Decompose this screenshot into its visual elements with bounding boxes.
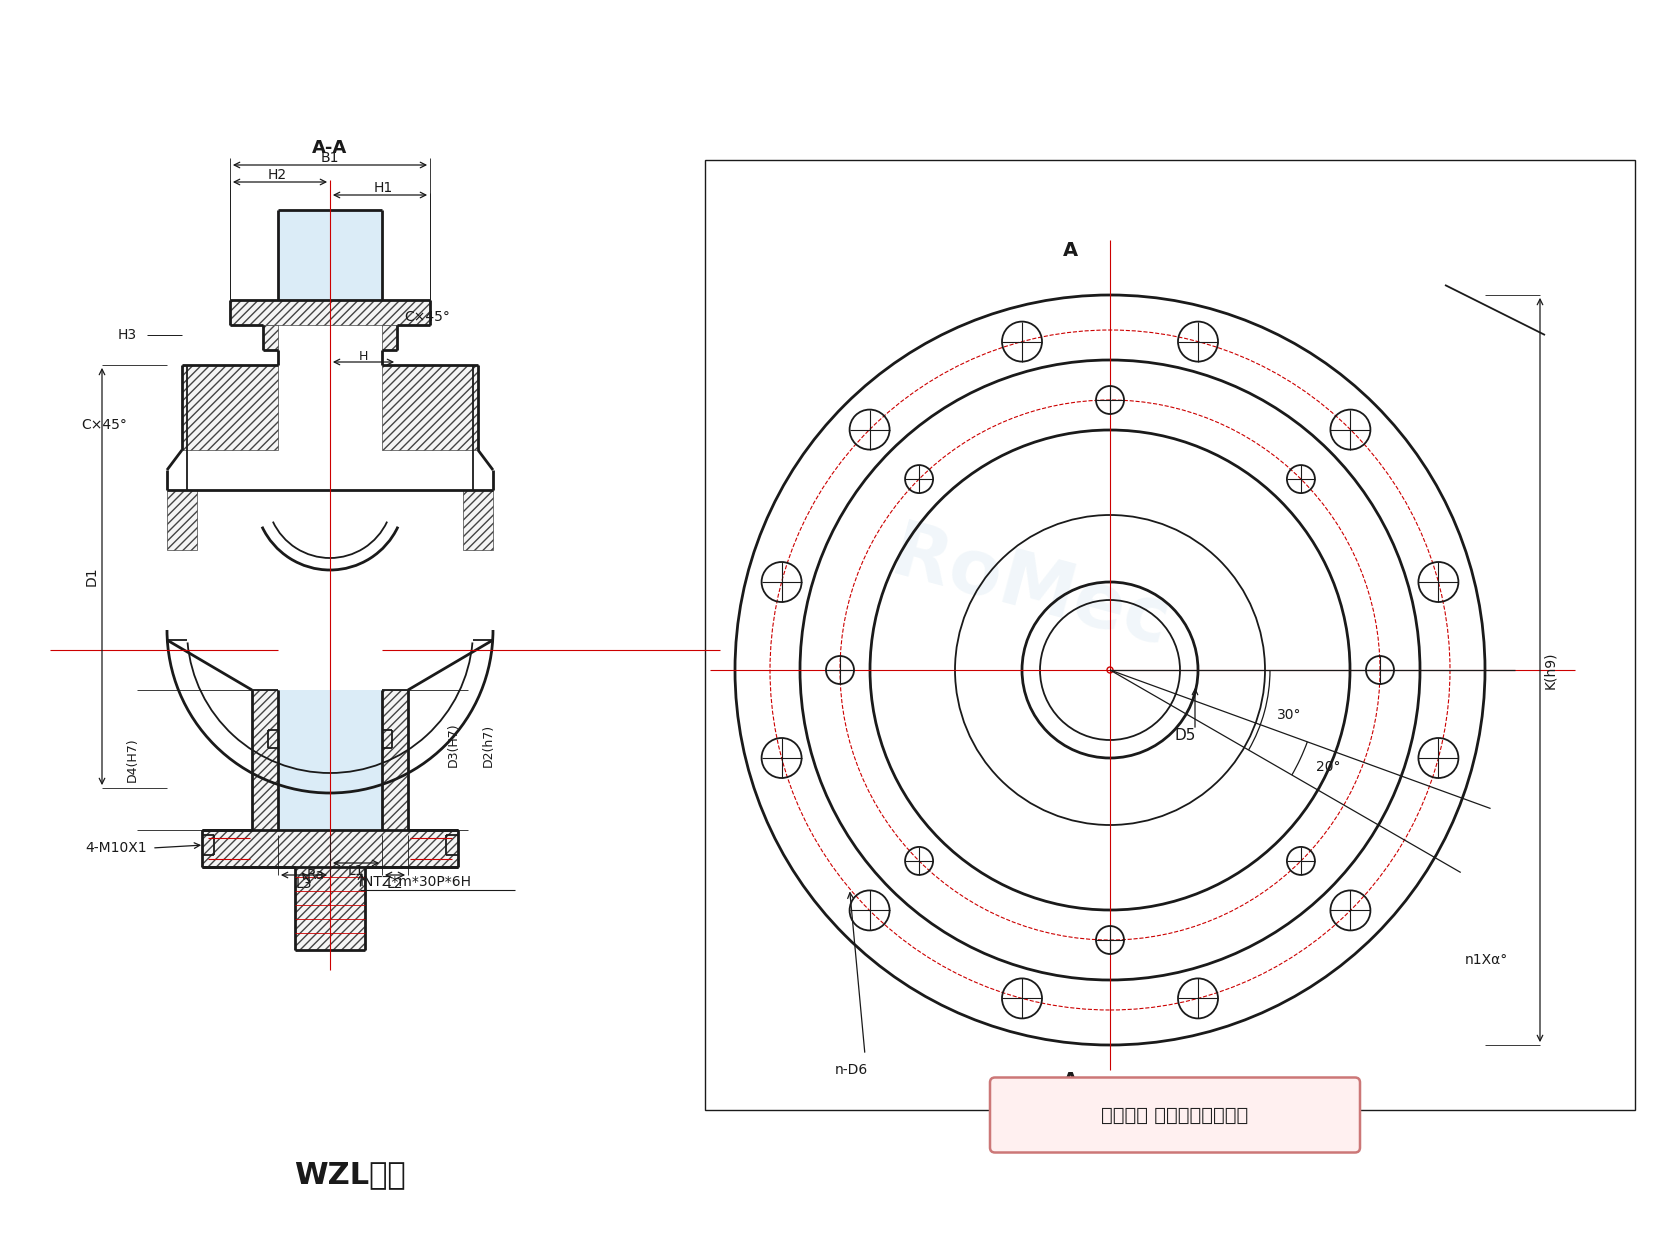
Bar	[706, 160, 1635, 1110]
Text: C×45°: C×45°	[403, 310, 450, 324]
Text: 4-M10X1: 4-M10X1	[86, 840, 148, 856]
Text: D4(H7): D4(H7)	[126, 737, 138, 782]
Bar	[230, 300, 430, 325]
Text: K(h9): K(h9)	[1542, 651, 1557, 689]
Text: L1: L1	[348, 864, 365, 878]
Bar	[181, 365, 277, 450]
Text: 版权所有 侵权必被严厉追究: 版权所有 侵权必被严厉追究	[1102, 1105, 1248, 1124]
FancyBboxPatch shape	[990, 1077, 1361, 1153]
Text: 20°: 20°	[1315, 760, 1341, 774]
Bar	[264, 325, 277, 350]
Text: INTZ*m*30P*6H: INTZ*m*30P*6H	[360, 874, 472, 890]
Text: D1: D1	[86, 567, 99, 586]
Bar	[202, 830, 459, 867]
Text: L2: L2	[386, 877, 403, 891]
Bar	[381, 690, 408, 830]
Text: H: H	[360, 350, 368, 363]
Bar	[166, 490, 197, 551]
Text: WZL系列: WZL系列	[294, 1160, 407, 1189]
Text: B1: B1	[321, 151, 339, 165]
Text: A-A: A-A	[312, 139, 348, 158]
Text: n-D6: n-D6	[835, 1063, 869, 1077]
Bar	[381, 365, 479, 450]
Text: D5: D5	[1174, 727, 1196, 742]
Bar	[381, 325, 396, 350]
Text: D3(H7): D3(H7)	[447, 723, 460, 767]
Bar	[252, 690, 277, 830]
Text: RoMec: RoMec	[884, 518, 1178, 663]
Text: A: A	[1062, 241, 1077, 260]
Text: H3: H3	[118, 328, 138, 341]
Text: C×45°: C×45°	[81, 418, 128, 432]
Bar	[296, 867, 365, 950]
Text: A: A	[1062, 1071, 1077, 1090]
Text: Ra: Ra	[307, 868, 324, 882]
Text: n1Xα°: n1Xα°	[1465, 953, 1509, 966]
Text: H2: H2	[267, 168, 287, 181]
Bar	[464, 490, 492, 551]
Text: H1: H1	[373, 181, 393, 195]
Bar	[277, 210, 381, 300]
Text: 30°: 30°	[1277, 708, 1302, 722]
Text: D2(h7): D2(h7)	[482, 723, 494, 766]
Bar	[277, 690, 381, 830]
Text: L3: L3	[296, 877, 312, 891]
